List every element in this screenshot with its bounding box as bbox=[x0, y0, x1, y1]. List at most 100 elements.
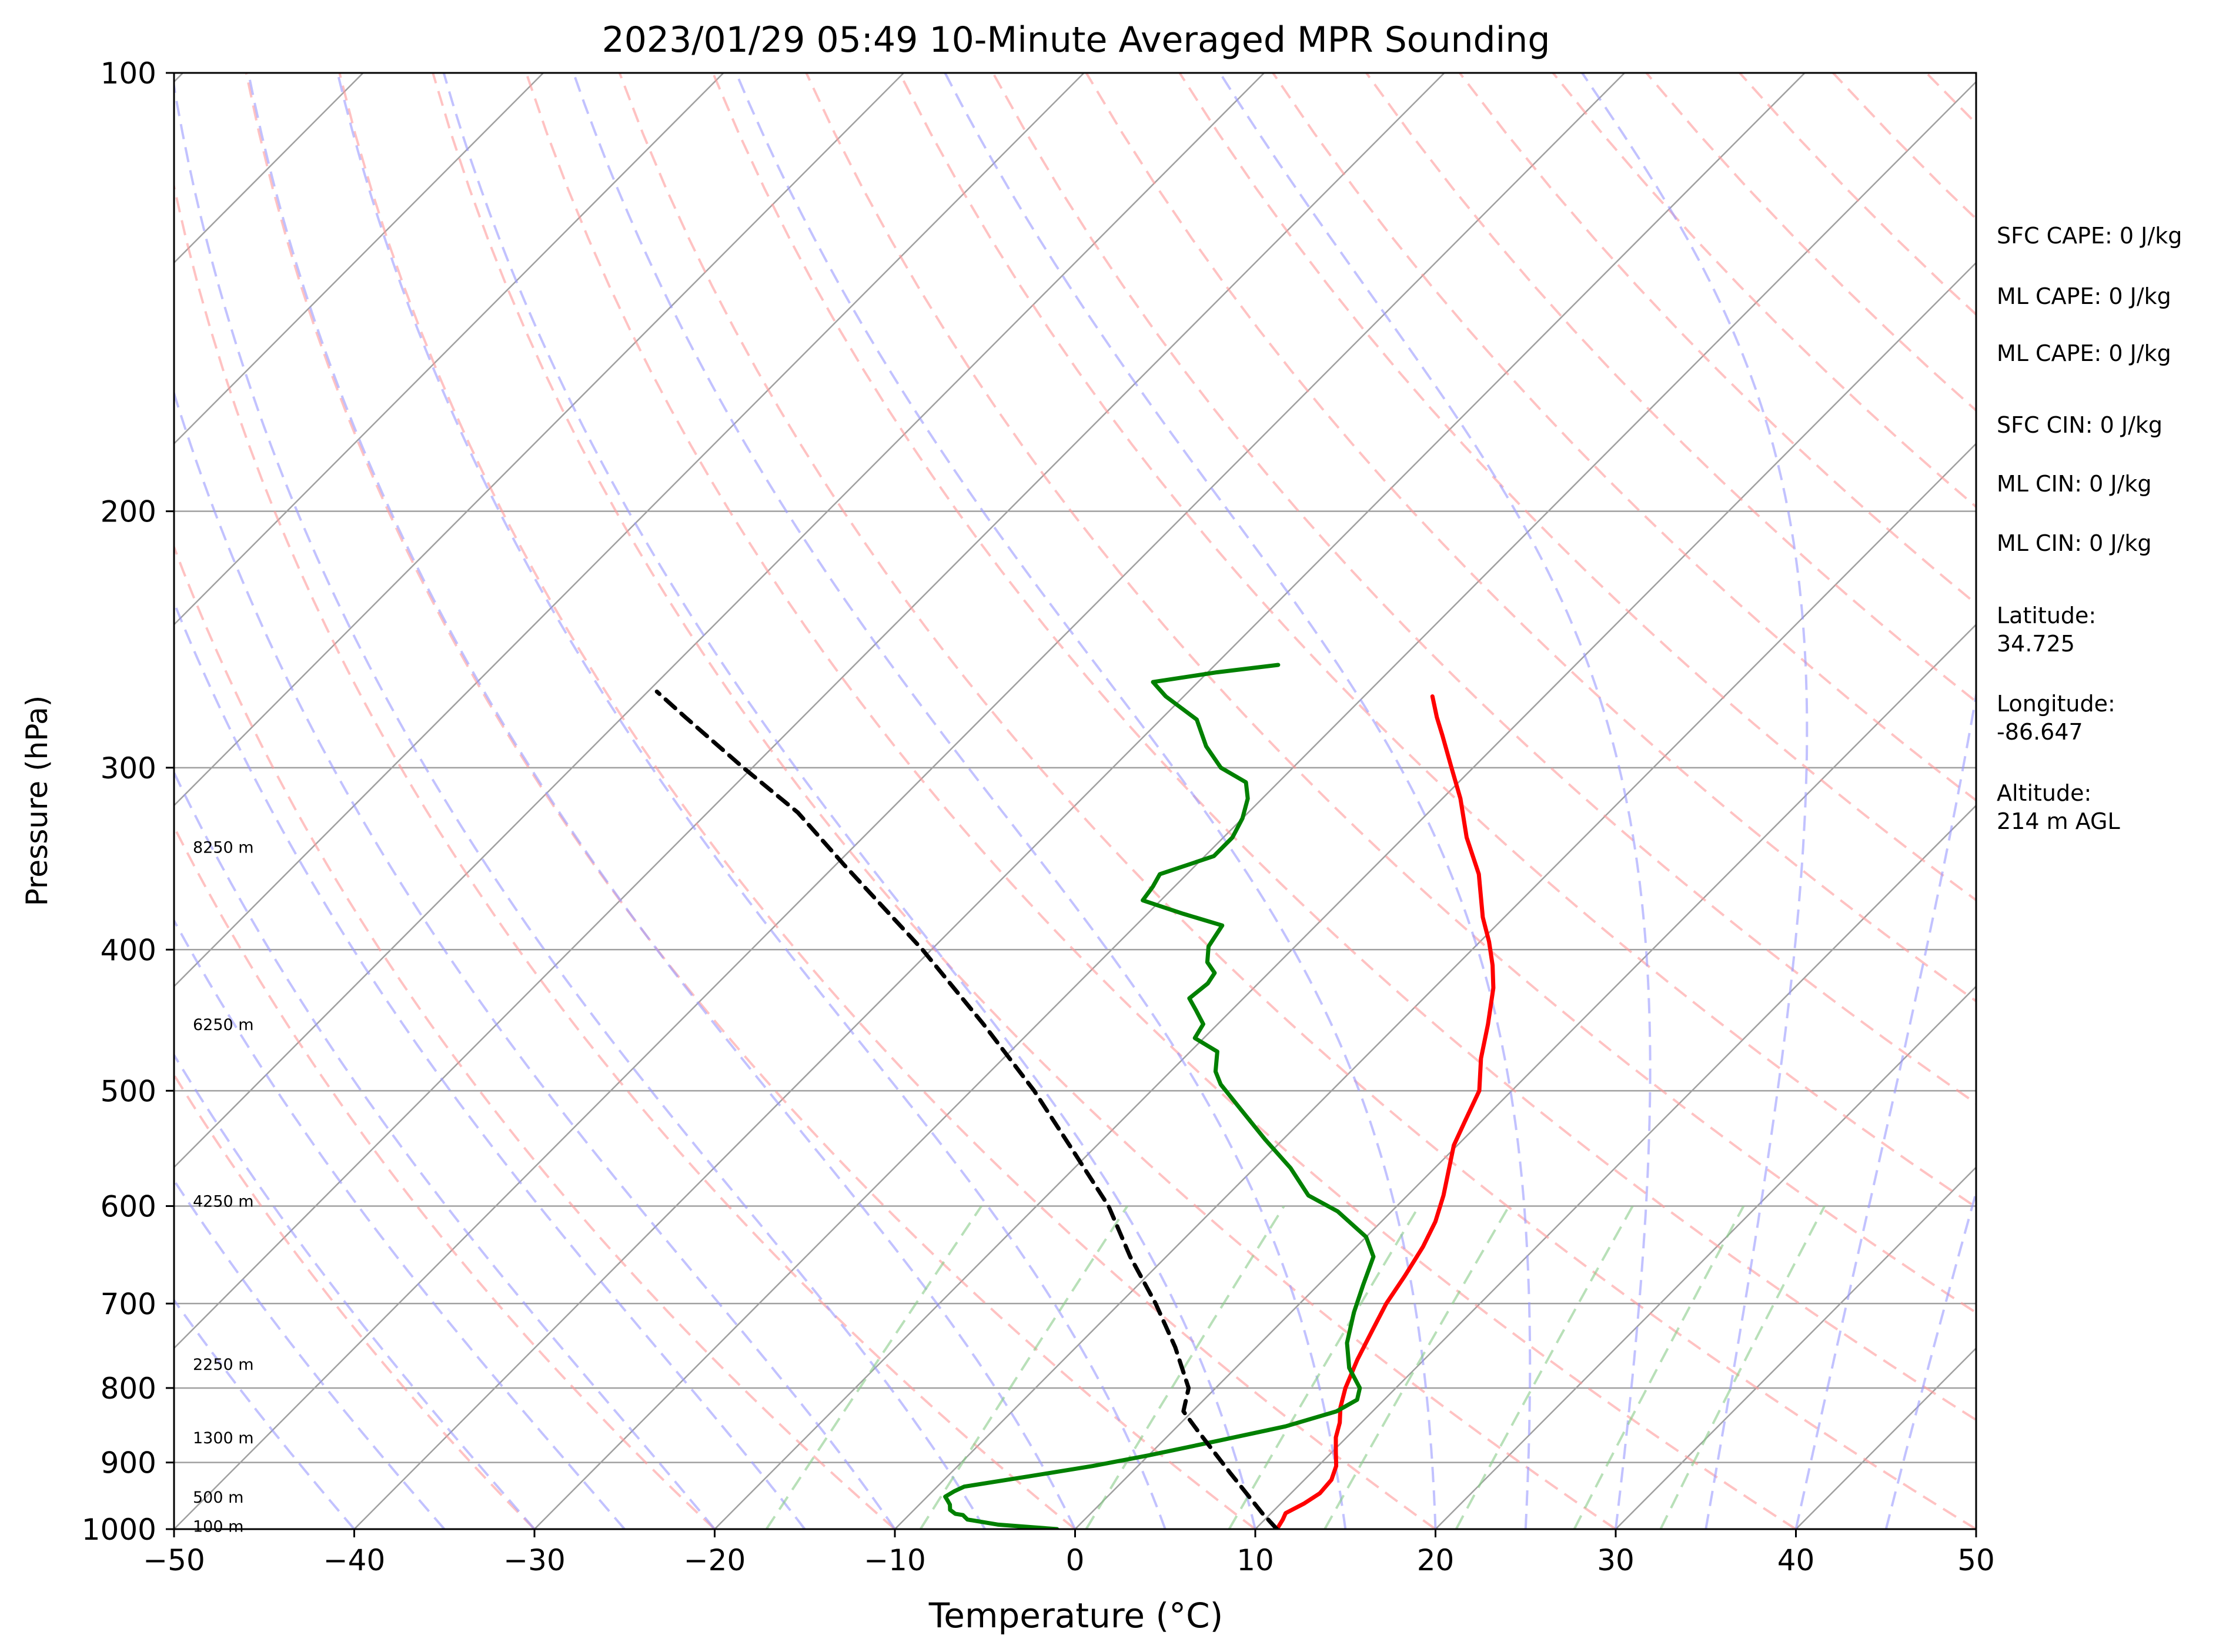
dewpoint-line bbox=[943, 663, 1376, 1529]
y-tick-label: 300 bbox=[101, 751, 156, 785]
x-tick-label: 40 bbox=[1777, 1543, 1815, 1577]
isotherm-line bbox=[174, 73, 904, 807]
height-label: 100 m bbox=[193, 1518, 243, 1536]
height-label: 500 m bbox=[193, 1489, 243, 1507]
mixing-ratio-line bbox=[1085, 1205, 1285, 1529]
moist-adiabat-line bbox=[174, 389, 896, 1529]
x-tick-label: 0 bbox=[1066, 1543, 1085, 1577]
y-tick-label: 800 bbox=[101, 1372, 156, 1406]
isotherm-line bbox=[894, 442, 1976, 1529]
isotherm-line bbox=[174, 73, 1625, 1529]
height-labels: 100 m 500 m 1300 m 2250 m 4250 m 6250 m 8250 m bbox=[193, 838, 254, 1536]
isotherm-line bbox=[353, 73, 1806, 1529]
ml-cin-text-2: ML CIN: 0 J/kg bbox=[1997, 530, 2151, 556]
latitude-label: Latitude: bbox=[1997, 603, 2096, 628]
mixing-ratio-line bbox=[1659, 1205, 1826, 1529]
isotherm-line bbox=[174, 73, 724, 626]
mixing-ratio-line bbox=[1228, 1205, 1421, 1529]
longitude-value: -86.647 bbox=[1997, 719, 2083, 745]
moist-adiabat-line bbox=[247, 73, 1077, 1529]
mixing-ratio-line bbox=[1573, 1205, 1745, 1529]
isotherm-line bbox=[174, 73, 364, 264]
dry-adiabat-line bbox=[1272, 73, 1976, 802]
y-axis-label: Pressure (hPa) bbox=[20, 695, 54, 907]
mixing-ratio-line bbox=[765, 1205, 982, 1529]
dry-adiabat-line bbox=[618, 73, 1976, 1529]
x-tick-label: 20 bbox=[1417, 1543, 1455, 1577]
moist-adiabat-line bbox=[174, 1052, 536, 1529]
moist-adiabat-line bbox=[1581, 73, 1809, 1529]
dry-adiabat-line bbox=[2207, 73, 2226, 1529]
y-axis: 1000 900 800 700 600 500 400 300 200 100 bbox=[82, 56, 174, 1547]
longitude-label: Longitude: bbox=[1997, 691, 2115, 717]
moist-adiabat-line bbox=[442, 73, 1256, 1529]
y-tick-label: 400 bbox=[101, 933, 156, 967]
y-tick-label: 1000 bbox=[82, 1513, 156, 1547]
dry-adiabat-line bbox=[1365, 73, 1976, 704]
height-label: 2250 m bbox=[193, 1356, 254, 1374]
x-tick-label: 50 bbox=[1957, 1543, 1995, 1577]
isotherm-line bbox=[1435, 985, 1976, 1529]
ml-cin-text: ML CIN: 0 J/kg bbox=[1997, 471, 2151, 497]
x-tick-label: 10 bbox=[1236, 1543, 1274, 1577]
dry-adiabat-line bbox=[711, 73, 1976, 1422]
isotherm-line bbox=[174, 73, 1445, 1350]
mixing-ratio-line bbox=[919, 1205, 1129, 1529]
isotherm-line bbox=[534, 81, 1976, 1529]
background-lines bbox=[0, 73, 2226, 1529]
dry-adiabat-line bbox=[174, 824, 716, 1529]
x-tick-label: −20 bbox=[684, 1543, 746, 1577]
altitude-value: 214 m AGL bbox=[1997, 808, 2120, 834]
mixing-ratio-line bbox=[1455, 1205, 1634, 1529]
chart-title: 2023/01/29 05:49 10-Minute Averaged MPR … bbox=[602, 19, 1550, 61]
dry-adiabat-line bbox=[245, 73, 1256, 1529]
moist-adiabat-line bbox=[174, 1178, 446, 1529]
isotherm-line bbox=[1615, 1166, 1976, 1529]
x-tick-label: 30 bbox=[1597, 1543, 1635, 1577]
height-label: 1300 m bbox=[193, 1429, 254, 1447]
moist-adiabat-line bbox=[572, 73, 1347, 1529]
dry-adiabat-line bbox=[432, 73, 1617, 1529]
ml-cape-text: ML CAPE: 0 J/kg bbox=[1997, 283, 2171, 309]
moist-adiabat-line bbox=[1219, 73, 1652, 1529]
x-axis: −50 −40 −30 −20 −10 0 10 20 30 40 50 bbox=[143, 1529, 1995, 1577]
isotherm-line bbox=[174, 73, 544, 445]
moist-adiabat-line bbox=[1794, 688, 1976, 1529]
sfc-cin-text: SFC CIN: 0 J/kg bbox=[1997, 412, 2163, 438]
dry-adiabat-line bbox=[174, 180, 1076, 1529]
moist-adiabat-line bbox=[735, 73, 1437, 1529]
moist-adiabat-line bbox=[174, 599, 806, 1529]
dry-adiabat-line bbox=[174, 544, 896, 1529]
latitude-value: 34.725 bbox=[1997, 631, 2075, 657]
moist-adiabat-line bbox=[174, 79, 987, 1529]
ml-cape-text-2: ML CAPE: 0 J/kg bbox=[1997, 340, 2171, 366]
moist-adiabat-line bbox=[944, 73, 1532, 1529]
y-tick-label: 900 bbox=[101, 1446, 156, 1480]
sfc-cape-text: SFC CAPE: 0 J/kg bbox=[1997, 223, 2182, 249]
isotherm-line bbox=[1074, 623, 1976, 1529]
x-tick-label: −10 bbox=[864, 1543, 926, 1577]
y-tick-label: 500 bbox=[101, 1074, 156, 1108]
isotherm-line bbox=[0, 73, 3, 1529]
data-series bbox=[654, 663, 1496, 1529]
height-label: 4250 m bbox=[193, 1192, 254, 1210]
isotherm-line bbox=[714, 262, 1976, 1529]
moist-adiabat-line bbox=[336, 73, 1167, 1529]
dry-adiabat-line bbox=[338, 73, 1436, 1529]
y-tick-label: 600 bbox=[101, 1189, 156, 1223]
x-tick-label: −30 bbox=[503, 1543, 566, 1577]
x-tick-label: −50 bbox=[143, 1543, 205, 1577]
isotherm-line bbox=[174, 73, 1265, 1169]
moist-adiabat-line bbox=[1884, 1188, 1976, 1529]
isotherm-line bbox=[1255, 804, 1976, 1529]
parcel-line bbox=[654, 689, 1279, 1529]
y-tick-label: 700 bbox=[101, 1287, 156, 1321]
x-axis-label: Temperature (°C) bbox=[928, 1596, 1224, 1636]
height-label: 6250 m bbox=[193, 1016, 254, 1034]
isotherm-line bbox=[174, 73, 1085, 988]
y-tick-label: 200 bbox=[101, 495, 156, 529]
mixing-ratio-line bbox=[1323, 1205, 1510, 1529]
altitude-label: Altitude: bbox=[1997, 780, 2091, 806]
x-tick-label: −40 bbox=[323, 1543, 386, 1577]
